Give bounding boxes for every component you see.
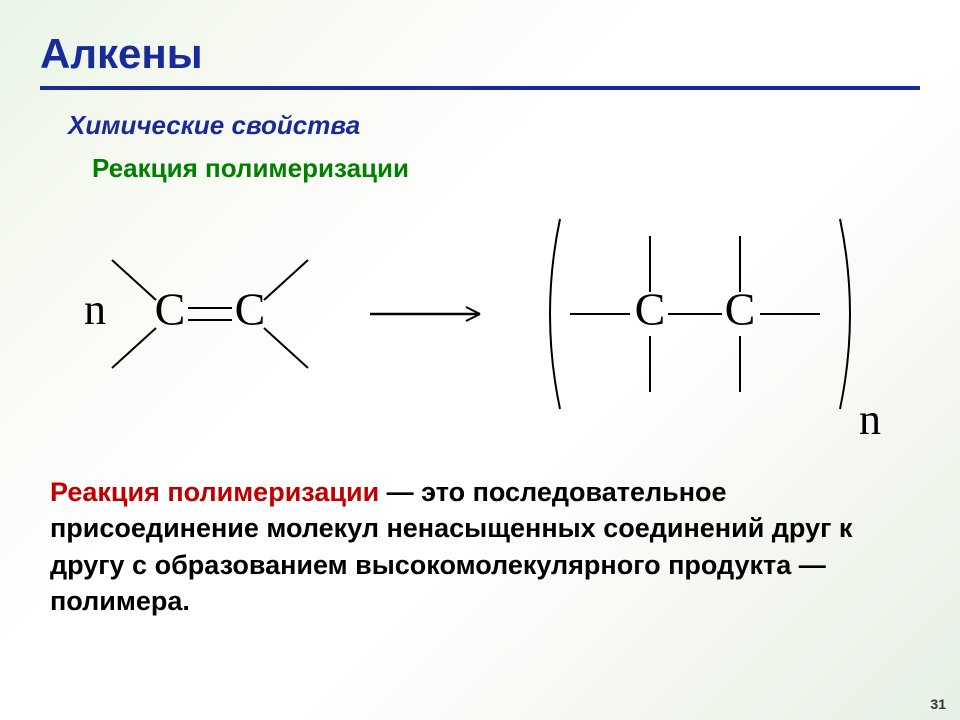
svg-text:n: n <box>859 395 881 444</box>
definition-term: Реакция полимеризации <box>50 477 379 507</box>
page-number: 31 <box>930 696 946 712</box>
reaction-name: Реакция полимеризации <box>92 153 920 184</box>
svg-text:C: C <box>235 284 266 335</box>
subtitle: Химические свойства <box>68 110 920 141</box>
title-underline <box>40 86 920 90</box>
definition-text: Реакция полимеризации — это последовател… <box>50 474 910 620</box>
reaction-diagram: nCCCCn <box>40 194 920 454</box>
svg-text:n: n <box>84 285 106 334</box>
svg-text:C: C <box>155 284 186 335</box>
slide-title: Алкены <box>40 30 920 78</box>
